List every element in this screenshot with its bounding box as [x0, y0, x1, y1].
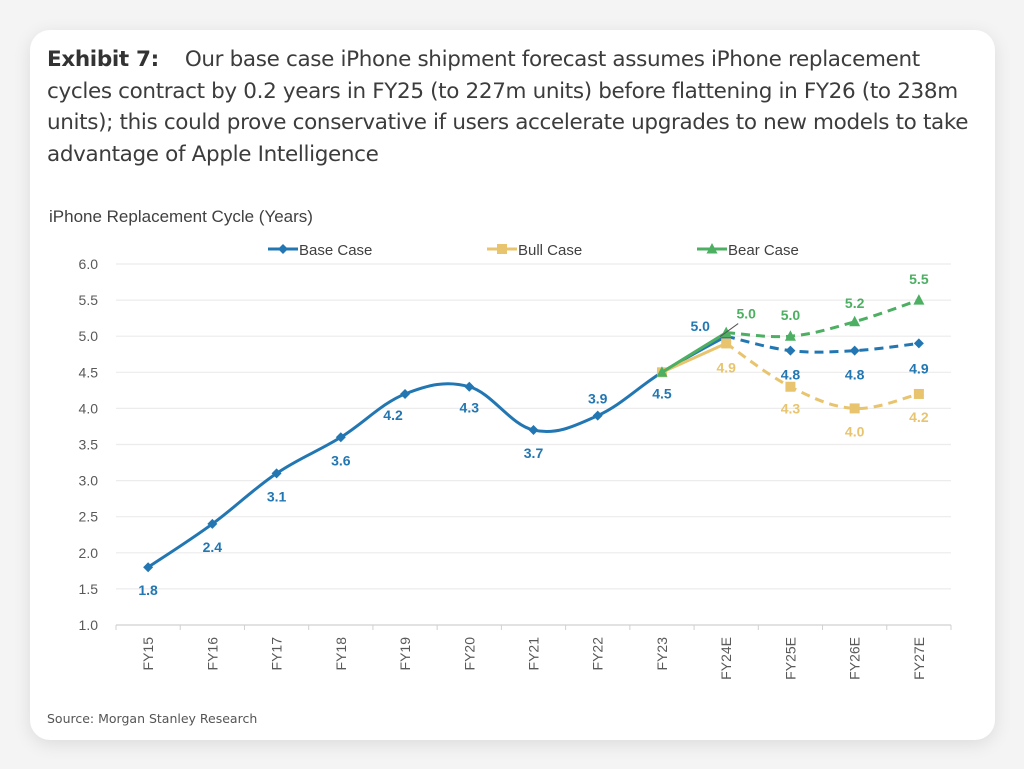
x-tick-label: FY20	[461, 637, 477, 671]
data-label: 3.9	[588, 391, 608, 407]
x-tick-label: FY17	[269, 637, 285, 671]
x-axis: FY15 FY16 FY17 FY18 FY19 FY20 FY21 FY22 FY23 FY24…	[115, 624, 952, 680]
exhibit-card	[30, 30, 995, 740]
diamond-marker	[464, 381, 475, 392]
series-line-forecast	[725, 342, 920, 410]
x-tick-label: FY23	[654, 637, 670, 671]
square-marker	[721, 338, 732, 349]
legend: Base Case Bull Case Bear Case	[268, 242, 799, 259]
y-tick-label: 1.0	[79, 617, 99, 633]
data-label: 4.9	[909, 360, 929, 376]
diamond-marker	[849, 345, 860, 356]
x-tick-label: FY22	[590, 637, 606, 671]
diamond-marker	[271, 468, 282, 479]
data-labels: 1.8 2.4 3.1 3.6 4.2 4.3 3.7 3.9 4.5 5.0 4.8 4.8 4.9 4…	[138, 271, 928, 598]
y-tick-label: 2.5	[79, 509, 99, 525]
x-tick-label: FY18	[333, 637, 349, 671]
y-tick-label: 6.0	[79, 256, 99, 272]
diamond-marker	[143, 562, 154, 573]
y-tick-label: 5.5	[79, 292, 99, 308]
x-tick-label: FY25E	[782, 637, 798, 680]
data-label: 5.0	[781, 307, 801, 323]
triangle-marker	[849, 315, 861, 327]
triangle-marker	[656, 366, 668, 377]
y-tick-label: 4.5	[79, 364, 99, 380]
exhibit-label: Exhibit 7:	[47, 47, 159, 72]
data-label: 3.1	[267, 488, 287, 504]
data-label: 4.0	[845, 423, 865, 439]
x-tick-label: FY15	[140, 637, 156, 671]
y-tick-label: 1.5	[79, 581, 99, 597]
data-label: 4.3	[781, 401, 801, 417]
diamond-marker	[207, 518, 218, 529]
square-marker	[849, 403, 860, 414]
legend-label: Bull Case	[518, 242, 582, 259]
legend-item-bull-case: Bull Case	[487, 242, 582, 259]
data-label: 4.3	[460, 400, 480, 416]
data-label: 5.5	[909, 271, 929, 287]
data-label: 4.5	[652, 385, 672, 401]
y-tick-label: 2.0	[79, 545, 99, 561]
triangle-marker	[706, 243, 718, 254]
x-tick-label: FY21	[526, 637, 542, 671]
data-label: 5.2	[845, 295, 865, 311]
gridlines	[116, 263, 951, 590]
x-tick-label: FY26E	[847, 637, 863, 680]
data-label: 4.9	[716, 359, 736, 375]
legend-item-base-case: Base Case	[268, 242, 372, 259]
x-tick-label: FY27E	[911, 637, 927, 680]
label-leader-line	[719, 323, 739, 337]
series-line-forecast	[725, 334, 920, 354]
y-tick-label: 3.5	[79, 437, 99, 453]
series-group	[143, 294, 925, 573]
square-marker	[497, 244, 507, 254]
legend-label: Base Case	[299, 242, 372, 259]
series-line-actual	[146, 334, 728, 569]
x-tick-label: FY19	[397, 637, 413, 671]
x-tick-label: FY16	[204, 637, 220, 671]
diamond-marker	[785, 345, 796, 356]
data-label: 4.8	[845, 367, 865, 383]
data-label: 5.0	[690, 318, 710, 334]
diamond-marker	[592, 410, 603, 421]
data-label: 1.8	[138, 582, 158, 598]
diamond-marker	[335, 432, 346, 443]
y-tick-label: 3.0	[79, 473, 99, 489]
x-tick-label: FY24E	[718, 637, 734, 680]
diamond-marker	[913, 338, 924, 349]
square-marker	[785, 381, 796, 392]
data-label: 4.8	[781, 367, 801, 383]
y-tick-label: 4.0	[79, 400, 99, 416]
legend-label: Bear Case	[728, 242, 799, 259]
legend-item-bear-case: Bear Case	[697, 242, 799, 259]
source-note: Source: Morgan Stanley Research	[47, 711, 258, 726]
data-label: 5.0	[736, 306, 756, 322]
square-marker	[913, 388, 924, 399]
y-axis: 6.0 5.5 5.0 4.5 4.0 3.5 3.0 2.5 2.0 1.5 1.0	[79, 256, 99, 633]
diamond-marker	[400, 388, 411, 399]
series-base-case	[143, 331, 924, 573]
data-label: 3.7	[524, 445, 544, 461]
diamond-marker	[528, 425, 539, 436]
exhibit-caption: Exhibit 7: Our base case iPhone shipment …	[47, 44, 987, 170]
exhibit-caption-text: Our base case iPhone shipment forecast a…	[47, 47, 969, 167]
y-tick-label: 5.0	[79, 328, 99, 344]
data-label: 2.4	[203, 539, 223, 555]
data-label: 3.6	[331, 452, 351, 468]
triangle-marker	[784, 330, 796, 341]
data-label: 4.2	[383, 407, 403, 423]
data-label: 4.2	[909, 409, 929, 425]
triangle-marker	[913, 294, 925, 305]
diamond-marker	[278, 244, 288, 254]
series-line-forecast	[726, 298, 920, 339]
chart-title: iPhone Replacement Cycle (Years)	[49, 207, 313, 226]
